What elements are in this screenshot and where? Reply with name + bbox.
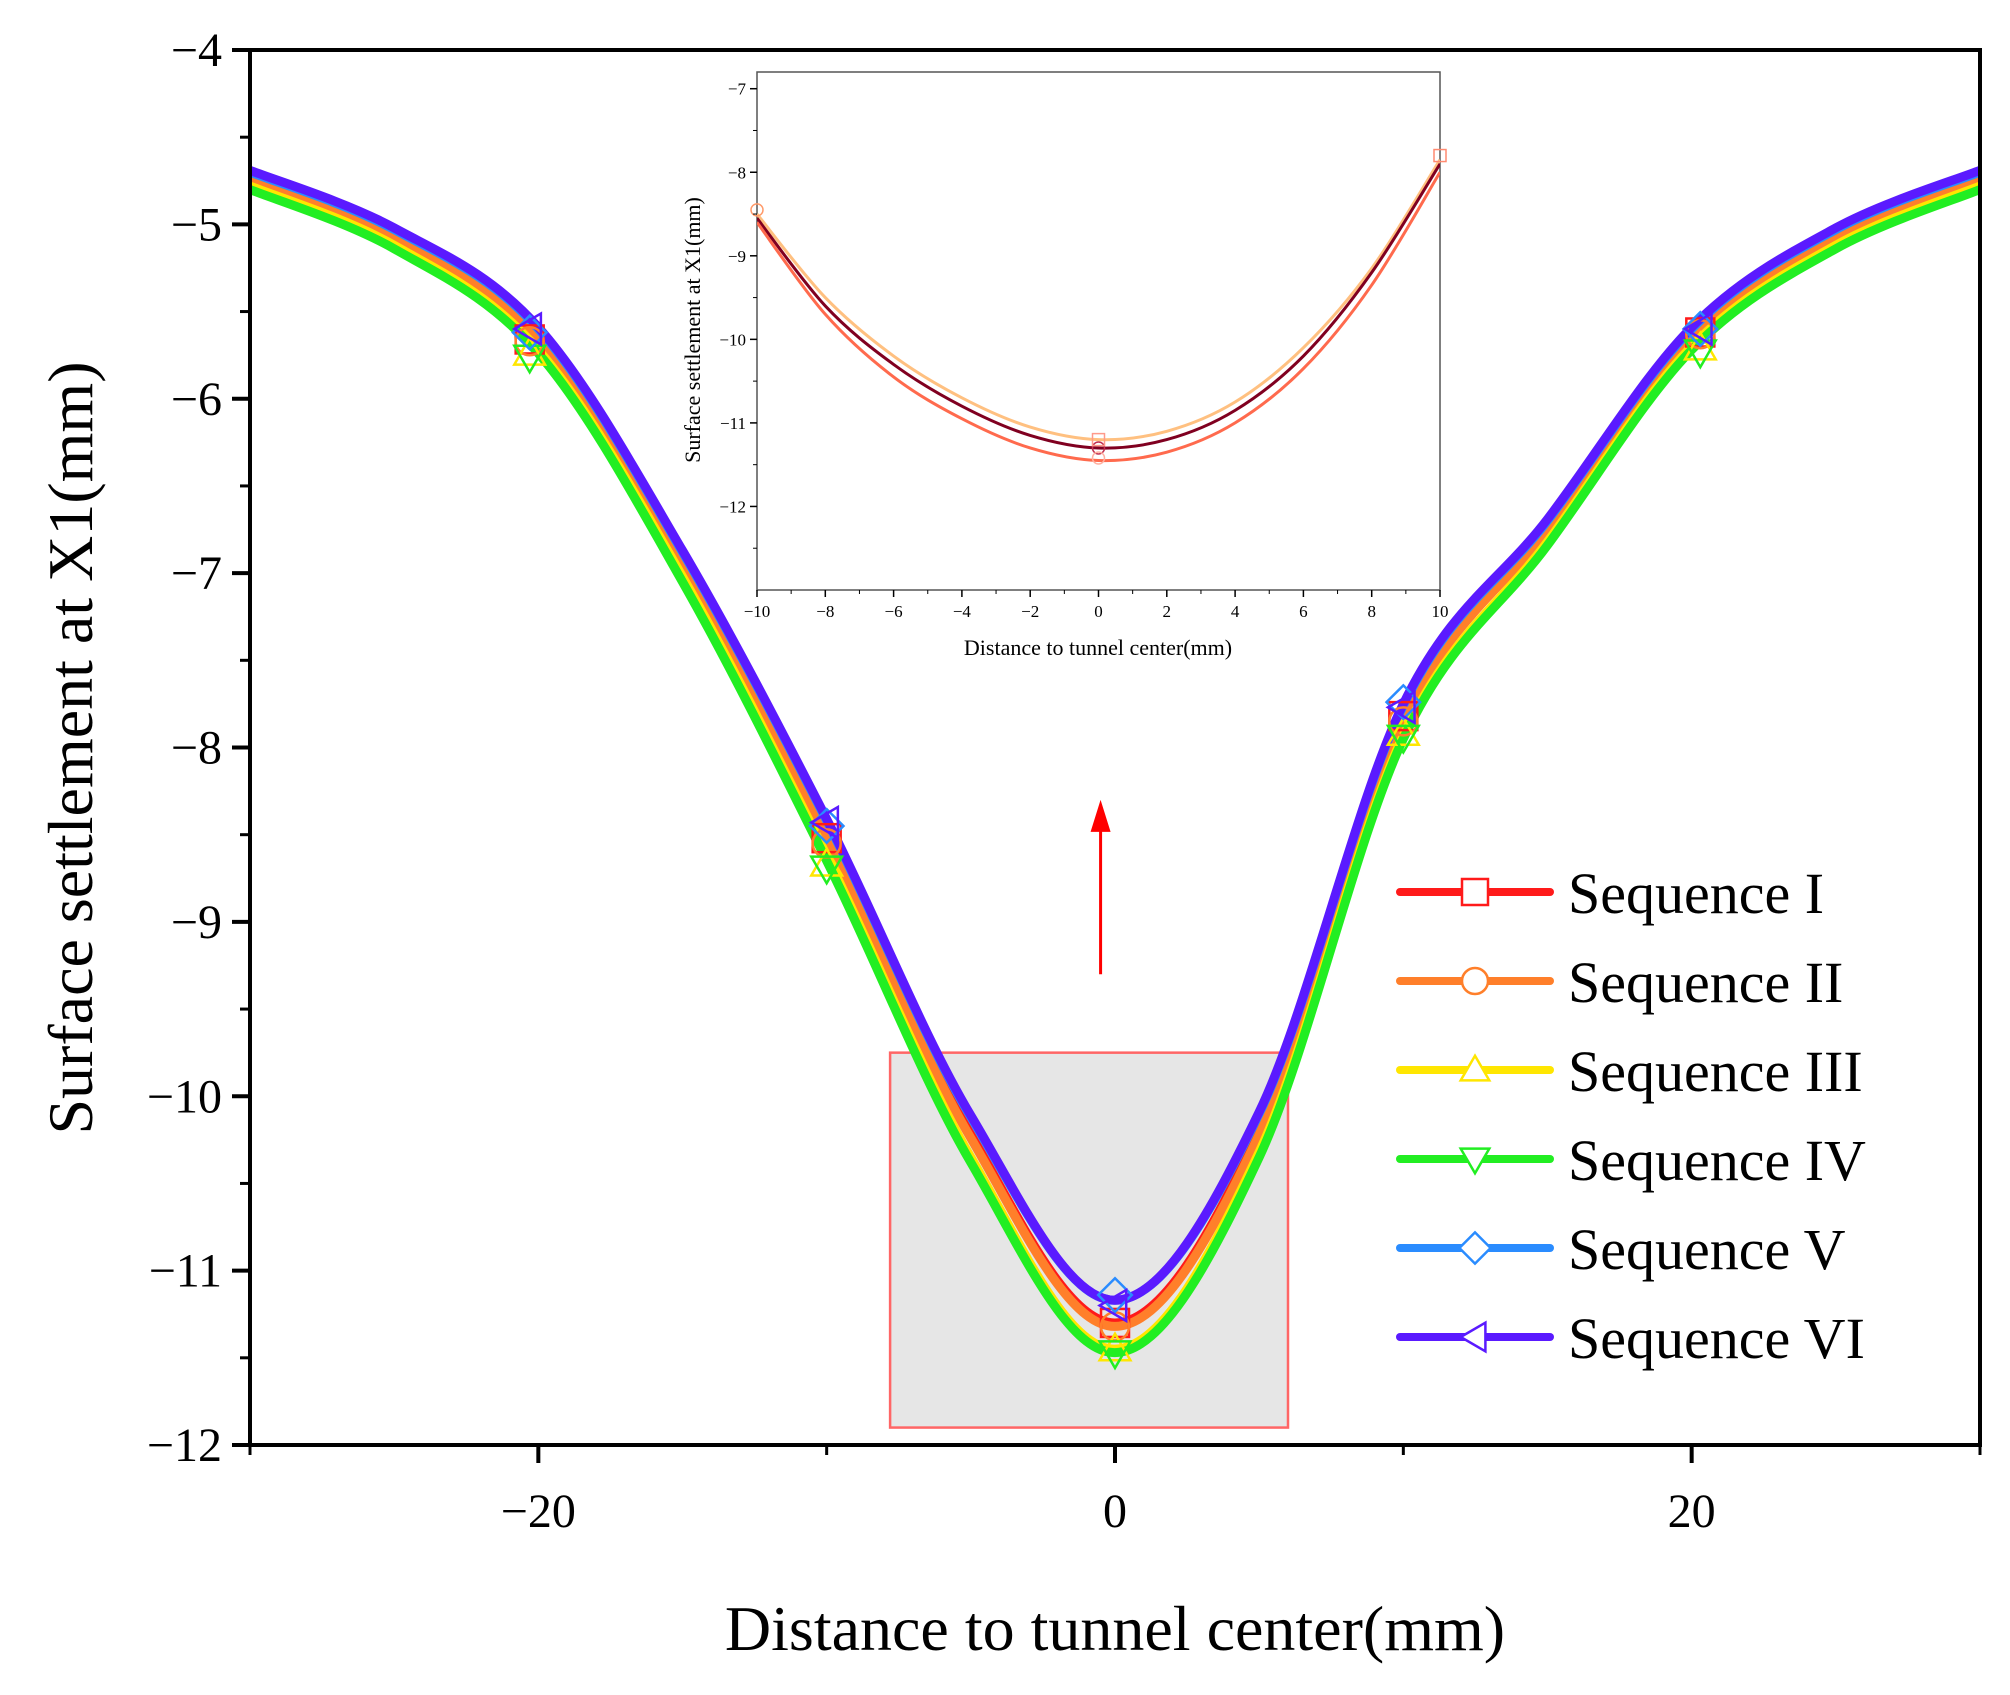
inset-series-lines — [757, 158, 1440, 463]
data-point-sequence-ii — [514, 325, 545, 357]
inset-y-axis-title: Surface settlement at X1(mm) — [680, 197, 705, 463]
data-point-sequence-iv — [1385, 724, 1421, 755]
inset-y-tick-label: −7 — [728, 80, 747, 99]
main-series-markers — [511, 310, 1719, 1371]
y-tick-label: −8 — [171, 722, 222, 775]
main-x-axis-title: Distance to tunnel center(mm) — [725, 1593, 1505, 1664]
inset-x-tick-label: 6 — [1299, 602, 1308, 621]
y-tick-label: −7 — [171, 547, 222, 600]
x-tick-label: −20 — [501, 1485, 576, 1538]
data-point-sequence-iii — [1682, 330, 1718, 361]
y-tick-label: −9 — [171, 896, 222, 949]
legend-label-sequence-iv: Sequence IV — [1568, 1128, 1866, 1193]
data-point-sequence-iv — [1097, 1340, 1133, 1371]
y-tick-label: −5 — [171, 198, 222, 251]
inset-line-upper — [757, 158, 1440, 442]
inset-x-axis-title: Distance to tunnel center(mm) — [964, 635, 1232, 660]
inset-x-tick-label: 8 — [1367, 602, 1376, 621]
y-tick-label: −6 — [171, 373, 222, 426]
inset-x-tick-label: −6 — [885, 602, 903, 621]
legend-label-sequence-iii: Sequence III — [1568, 1039, 1863, 1104]
inset-x-tick-label: −2 — [1021, 602, 1039, 621]
legend-marker-sequence-ii — [1460, 966, 1490, 996]
inset-marker — [1433, 148, 1447, 163]
inset-y-tick-label: −8 — [728, 163, 746, 182]
inset-line-lower — [757, 171, 1440, 463]
x-tick-label: 20 — [1668, 1485, 1716, 1538]
data-point-sequence-iv — [1682, 339, 1718, 370]
inset-y-tick-label: −9 — [728, 247, 746, 266]
legend-label-sequence-ii: Sequence II — [1568, 950, 1843, 1015]
inset-x-tick-label: −4 — [953, 602, 972, 621]
data-point-sequence-iv — [512, 344, 548, 375]
y-tick-label: −10 — [147, 1070, 222, 1123]
legend-label-sequence-vi: Sequence VI — [1568, 1306, 1865, 1371]
data-point-sequence-iii — [1097, 1331, 1133, 1362]
legend-label-sequence-i: Sequence I — [1568, 861, 1824, 926]
series-line-sequence-vi — [250, 165, 1980, 1305]
inset-x-tick-label: 4 — [1231, 602, 1240, 621]
inset-x-tick-label: 2 — [1163, 602, 1172, 621]
series-line-sequence-iv — [250, 185, 1980, 1358]
inset-axis-ticks: −10 −8 −6 −4 −2 0 2 4 6 8 10 −7 −8 −9 −10 −11 −12 — [719, 80, 1448, 621]
inset-x-tick-label: −8 — [816, 602, 834, 621]
data-point-sequence-iii — [512, 335, 548, 366]
zoom-arrow-head — [1090, 799, 1111, 832]
main-series-lines — [250, 165, 1980, 1358]
y-tick-label: −12 — [147, 1419, 222, 1472]
data-point-sequence-vi — [808, 804, 840, 841]
inset-y-tick-label: −11 — [720, 414, 746, 433]
legend-marker-sequence-iv — [1458, 1147, 1492, 1176]
inset-x-tick-label: 0 — [1094, 602, 1103, 621]
legend-marker-sequence-i — [1460, 877, 1490, 907]
inset-y-tick-label: −10 — [719, 330, 746, 349]
legend-label-sequence-v: Sequence V — [1568, 1217, 1846, 1282]
data-point-sequence-iii — [809, 846, 845, 877]
x-tick-label: 0 — [1103, 1485, 1127, 1538]
inset-x-tick-label: 10 — [1432, 602, 1449, 621]
inset-line-middle — [757, 163, 1440, 450]
data-point-sequence-iv — [809, 855, 845, 886]
main-axis-ticks: −20 0 20−4−5−6−7−8−9−10−11−12 — [147, 24, 1982, 1538]
data-point-sequence-ii — [1388, 706, 1419, 737]
legend: Sequence I Sequence II Sequence III Sequenc… — [1396, 861, 1866, 1371]
data-point-sequence-vi — [1385, 689, 1416, 725]
inset-x-tick-label: −10 — [744, 602, 771, 621]
data-point-sequence-vi — [511, 311, 543, 347]
legend-marker-sequence-vi — [1458, 1320, 1487, 1354]
inset-y-tick-label: −12 — [719, 497, 746, 516]
legend-marker-sequence-v — [1457, 1230, 1493, 1266]
inset-marker — [1091, 451, 1106, 465]
inset-marker — [750, 203, 764, 217]
main-y-axis-title: Surface settlement at X1(mm) — [35, 361, 106, 1134]
inset-markers — [750, 148, 1447, 465]
legend-marker-sequence-iii — [1458, 1053, 1492, 1082]
inset-marker — [1091, 441, 1106, 455]
data-point-sequence-vi — [1682, 311, 1713, 347]
y-tick-label: −11 — [149, 1245, 222, 1298]
data-point-sequence-vi — [1097, 1287, 1128, 1324]
y-tick-label: −4 — [171, 24, 222, 77]
inset-marker — [1091, 432, 1106, 447]
data-point-sequence-iii — [1385, 715, 1421, 746]
